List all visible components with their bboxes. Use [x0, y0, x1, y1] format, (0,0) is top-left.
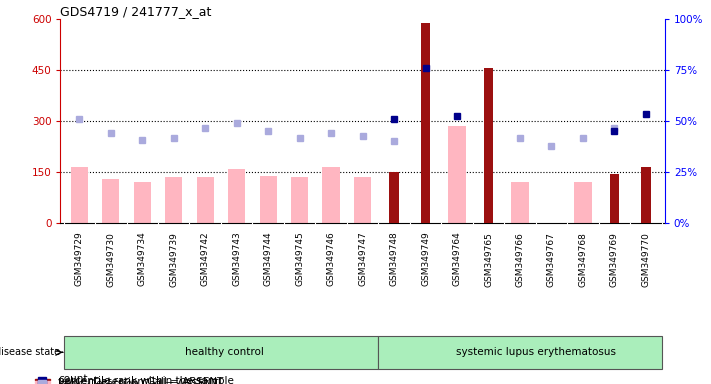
Text: GSM349730: GSM349730	[107, 232, 115, 286]
Text: GDS4719 / 241777_x_at: GDS4719 / 241777_x_at	[60, 5, 212, 18]
Text: GSM349742: GSM349742	[201, 232, 210, 286]
Text: GSM349770: GSM349770	[641, 232, 651, 286]
Bar	[35, 379, 50, 380]
Text: GSM349764: GSM349764	[452, 232, 461, 286]
Bar	[291, 177, 309, 223]
Bar	[421, 23, 430, 223]
Bar	[449, 126, 466, 223]
Text: GSM349729: GSM349729	[75, 232, 84, 286]
Text: value, Detection Call = ABSENT: value, Detection Call = ABSENT	[58, 377, 223, 384]
Text: GSM349746: GSM349746	[326, 232, 336, 286]
Text: GSM349766: GSM349766	[515, 232, 525, 286]
Text: GSM349749: GSM349749	[421, 232, 430, 286]
Bar	[574, 182, 592, 223]
Bar	[609, 174, 619, 223]
Text: GSM349765: GSM349765	[484, 232, 493, 286]
Text: percentile rank within the sample: percentile rank within the sample	[58, 376, 234, 384]
Text: GSM349744: GSM349744	[264, 232, 273, 286]
Bar	[323, 167, 340, 223]
Text: GSM349769: GSM349769	[610, 232, 619, 286]
Bar	[228, 169, 245, 223]
Bar	[102, 179, 119, 223]
Bar	[260, 176, 277, 223]
Text: GSM349748: GSM349748	[390, 232, 399, 286]
Bar	[511, 182, 529, 223]
Bar	[378, 336, 662, 369]
Text: GSM349767: GSM349767	[547, 232, 556, 286]
Text: rank, Detection Call = ABSENT: rank, Detection Call = ABSENT	[58, 379, 218, 384]
Text: GSM349747: GSM349747	[358, 232, 367, 286]
Text: systemic lupus erythematosus: systemic lupus erythematosus	[456, 347, 616, 358]
Bar	[390, 172, 399, 223]
Text: GSM349743: GSM349743	[232, 232, 241, 286]
Bar	[641, 167, 651, 223]
Bar	[134, 182, 151, 223]
Text: GSM349739: GSM349739	[169, 232, 178, 286]
Text: disease state: disease state	[0, 347, 60, 358]
Bar	[196, 177, 214, 223]
Text: healthy control: healthy control	[185, 347, 264, 358]
Text: GSM349745: GSM349745	[295, 232, 304, 286]
Text: GSM349768: GSM349768	[579, 232, 587, 286]
Bar	[483, 68, 493, 223]
Bar	[35, 381, 50, 383]
Bar	[70, 167, 88, 223]
Bar	[165, 177, 183, 223]
Bar	[354, 177, 371, 223]
Text: count: count	[58, 374, 87, 384]
Bar	[63, 336, 378, 369]
Text: GSM349734: GSM349734	[138, 232, 146, 286]
